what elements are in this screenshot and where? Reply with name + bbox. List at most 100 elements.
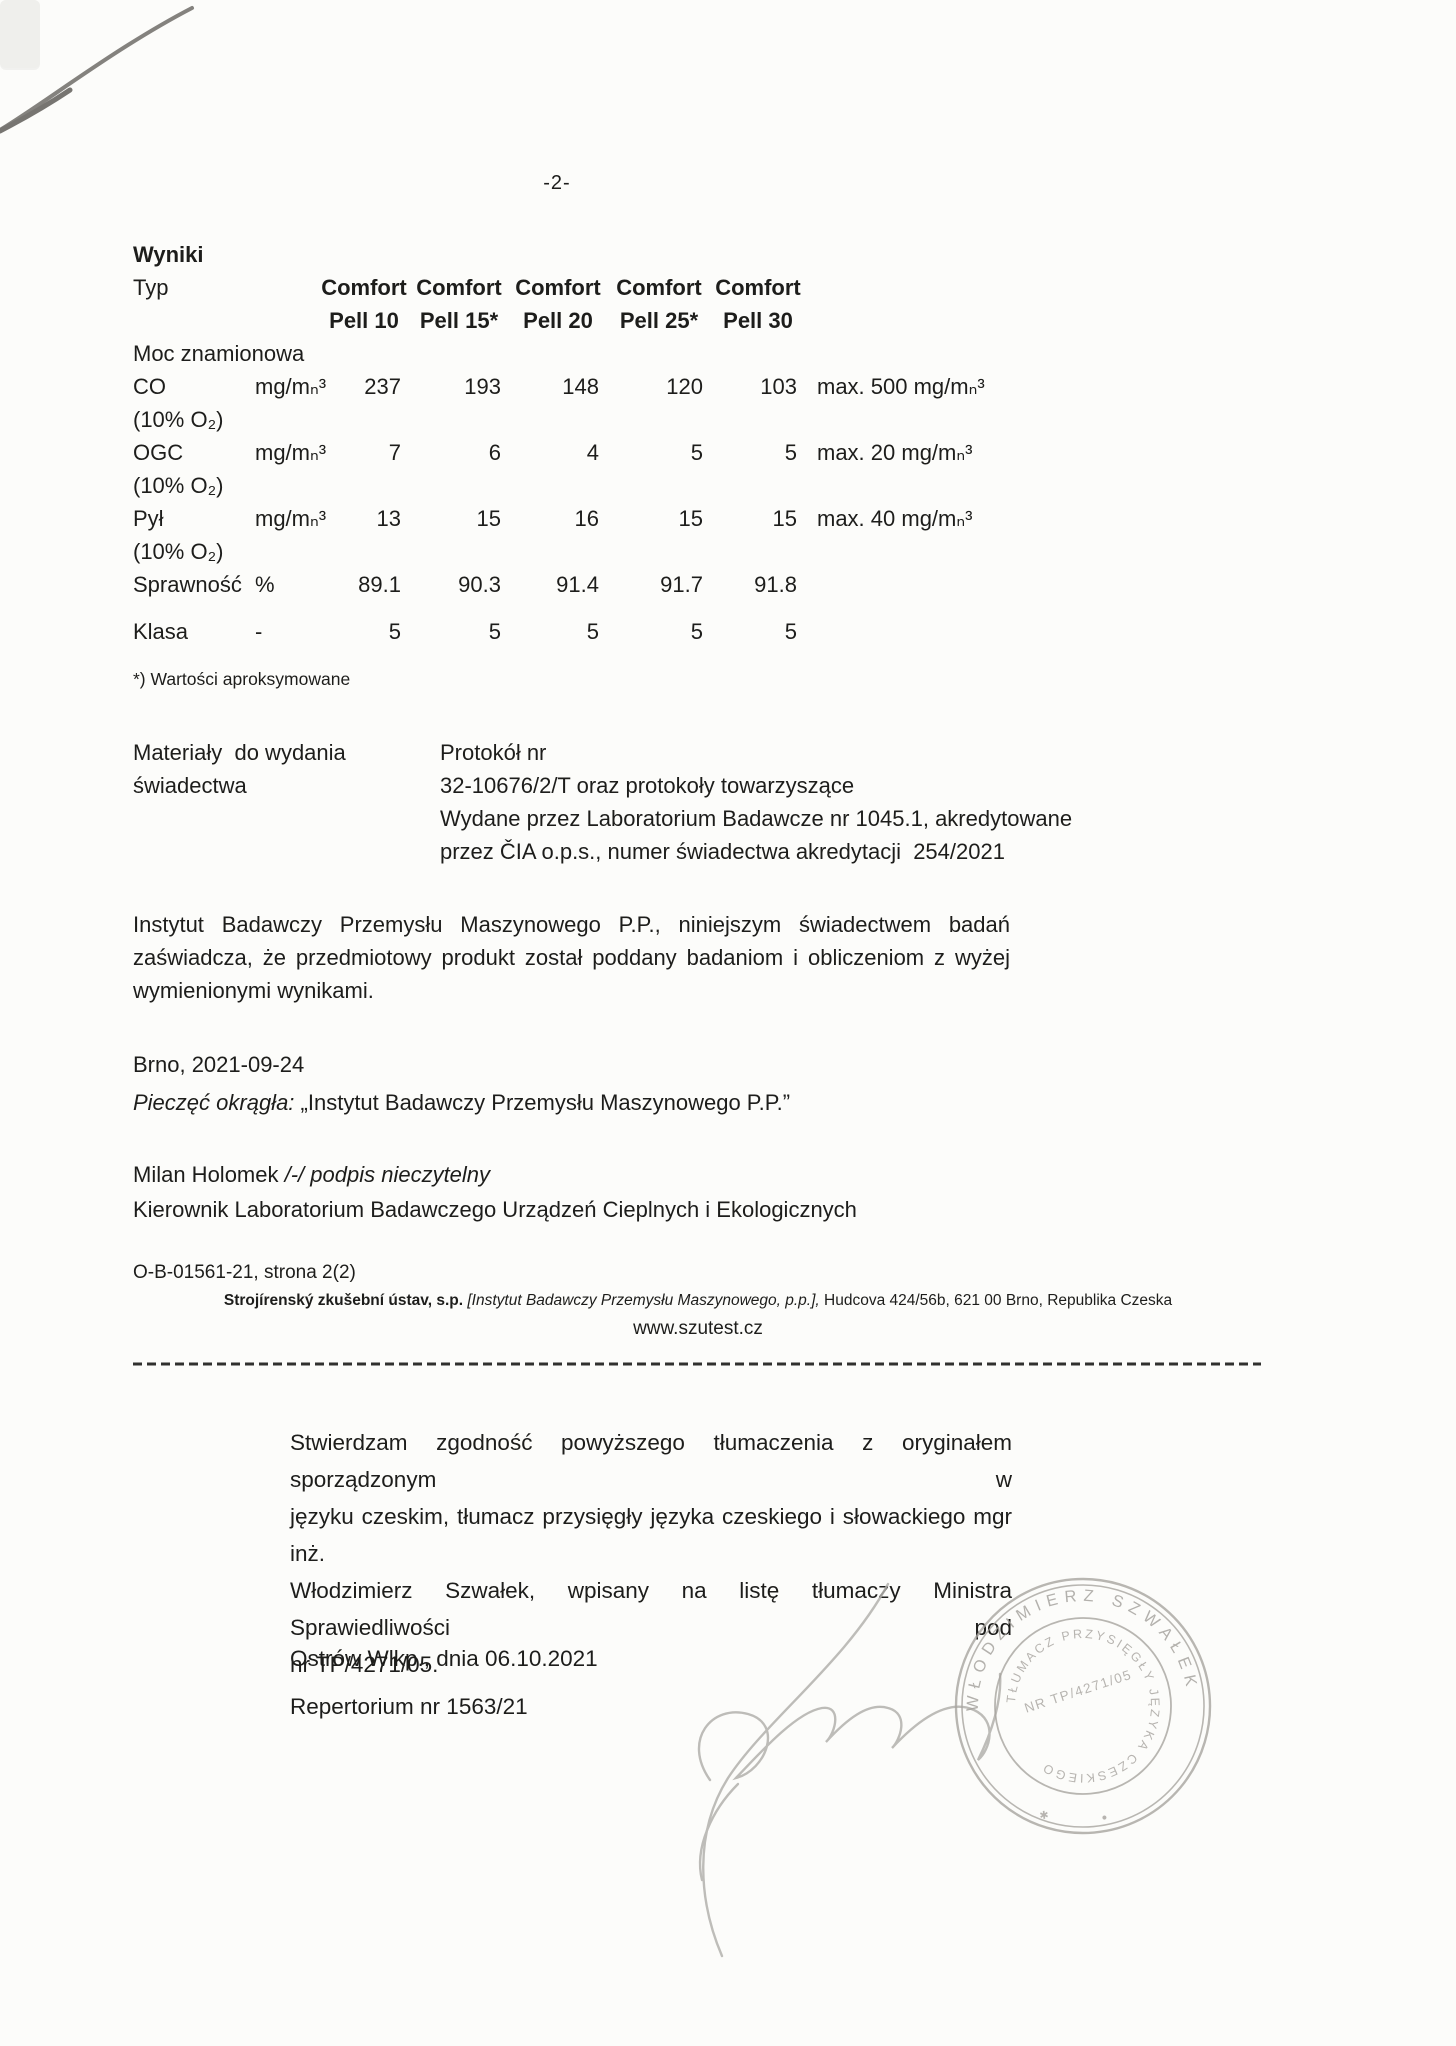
row-unit: mg/mₙ³: [255, 440, 327, 465]
clause-line: języku czeskim, tłumacz przysięgły język…: [290, 1504, 1012, 1566]
table-row-sprawnosc: Sprawność % 89.1 90.3 91.4 91.7 91.8: [133, 568, 1083, 601]
cell-value: 15: [678, 506, 703, 531]
cell-value: 91.4: [556, 572, 599, 597]
cell-value: 6: [488, 440, 501, 465]
table-section-row: Moc znamionowa: [133, 337, 1083, 370]
table-row-co: CO mg/mₙ³ 237 193 148 120 103 max. 500 m…: [133, 370, 1083, 403]
clause-line: Włodzimierz Szwałek, wpisany na listę tł…: [290, 1578, 1012, 1640]
seal-note-label: Pieczęć okrągła:: [133, 1090, 295, 1115]
table-row-ogc: OGC mg/mₙ³ 7 6 4 5 5 max. 20 mg/mₙ³: [133, 436, 1083, 469]
row-sublabel: (10% O₂): [133, 473, 224, 498]
signer-name: Milan Holomek: [133, 1162, 285, 1187]
stamp-ornament-dot: •: [1101, 1809, 1108, 1826]
cell-value: 120: [666, 374, 703, 399]
table-subrow: (10% O₂): [133, 535, 1083, 568]
results-table: Typ Comfort Pell 10 Comfort Pell 15* Com…: [133, 271, 1083, 690]
seal-note: Pieczęć okrągła: „Instytut Badawczy Prze…: [133, 1086, 790, 1119]
signer-signature-note: /-/ podpis nieczytelny: [284, 1162, 491, 1187]
results-heading: Wyniki: [133, 242, 204, 267]
signer-line: Milan Holomek /-/ podpis nieczytelny: [133, 1158, 490, 1191]
issuer-company: Strojírenský zkušební ústav, s.p.: [223, 1292, 468, 1309]
col-header-pell20: Comfort Pell 20: [515, 275, 601, 333]
row-label: OGC: [133, 440, 184, 465]
translator-stamp: WŁODZIMIERZ SZWAŁEK TŁUMACZ PRZYSIĘGŁY J…: [954, 1577, 1212, 1835]
cell-value: 89.1: [358, 572, 401, 597]
scan-smudge: [0, 0, 40, 68]
stamp-center-number-text: NR TP/4271/05: [1022, 1667, 1133, 1716]
row-sublabel: (10% O₂): [133, 407, 224, 432]
signature-scribble: [697, 1582, 1002, 1958]
statement-line: zaświadcza, że przedmiotowy produkt zost…: [133, 945, 1010, 970]
materials-line: 32-10676/2/T oraz protokoły towarzyszące: [440, 773, 855, 798]
table-subrow: (10% O₂): [133, 403, 1083, 436]
row-label: Klasa: [133, 619, 189, 644]
row-label: CO: [133, 374, 166, 399]
col-header-pell25: Comfort Pell 25*: [616, 275, 702, 333]
translator-clause: Stwierdzam zgodność powyższego tłumaczen…: [290, 1424, 1012, 1725]
materials-line: Wydane przez Laboratorium Badawcze nr 10…: [440, 806, 1073, 831]
materials-line: Protokół nr: [440, 740, 547, 765]
table-row-pyl: Pył mg/mₙ³ 13 15 16 15 15 max. 40 mg/mₙ³: [133, 502, 1083, 535]
row-limit: max. 20 mg/mₙ³: [817, 440, 973, 465]
table-footnote: *) Wartości aproksymowane: [133, 669, 351, 689]
section-label: Moc znamionowa: [133, 341, 305, 366]
document-reference: O-B-01561-21, strona 2(2): [133, 1262, 356, 1283]
scan-corner-line: [0, 6, 194, 134]
cell-value: 5: [488, 619, 501, 644]
cell-value: 237: [364, 374, 401, 399]
row-label: Sprawność: [133, 572, 242, 597]
row-limit: [805, 615, 1073, 648]
issuer-company-translation: [Instytut Badawczy Przemysłu Maszynowego…: [467, 1292, 820, 1309]
clause-place-date: Ostrów Wlkp., dnia 06.10.2021: [290, 1646, 598, 1671]
statement-line: wymienionymi wynikami.: [133, 978, 374, 1003]
cell-value: 5: [690, 440, 703, 465]
cell-value: 5: [690, 619, 703, 644]
row-limit: [805, 568, 1073, 601]
stamp-inner-ring: [994, 1617, 1172, 1795]
stamp-outer-ring: [954, 1577, 1212, 1835]
cell-value: 91.7: [660, 572, 703, 597]
col-header-pell10: Comfort Pell 10: [321, 275, 407, 333]
clause-line: Stwierdzam zgodność powyższego tłumaczen…: [290, 1430, 1012, 1492]
materials-lines: Protokół nr 32-10676/2/T oraz protokoły …: [440, 736, 1072, 868]
issuer-address-line: Strojírenský zkušební ústav, s.p. [Insty…: [133, 1291, 1263, 1311]
row-unit: %: [255, 572, 275, 597]
col-header-pell30: Comfort Pell 30: [715, 275, 801, 333]
cell-value: 90.3: [458, 572, 501, 597]
table-header-row: Typ Comfort Pell 10 Comfort Pell 15* Com…: [133, 271, 1083, 337]
cell-value: 15: [476, 506, 501, 531]
row-unit: mg/mₙ³: [255, 374, 327, 399]
cell-value: 5: [784, 440, 797, 465]
cell-value: 5: [586, 619, 599, 644]
table-row-klasa: Klasa - 5 5 5 5 5: [133, 615, 1083, 648]
cell-value: 91.8: [754, 572, 797, 597]
statement-line: Instytut Badawczy Przemysłu Maszynowego …: [133, 912, 1010, 937]
materials-line: przez ČIA o.p.s., numer świadectwa akred…: [440, 839, 1005, 864]
issue-place-date: Brno, 2021-09-24: [133, 1052, 305, 1077]
cell-value: 13: [376, 506, 401, 531]
row-label-header: Typ: [133, 275, 169, 300]
page-number: -2-: [543, 172, 571, 194]
cell-value: 16: [574, 506, 599, 531]
row-sublabel: (10% O₂): [133, 539, 224, 564]
row-limit: max. 40 mg/mₙ³: [817, 506, 973, 531]
issuer-address: Hudcova 424/56b, 621 00 Brno, Republika …: [819, 1292, 1173, 1309]
seal-note-value: „Instytut Badawczy Przemysłu Maszynowego…: [294, 1090, 791, 1115]
stamp-outer-ring-inner: [961, 1584, 1205, 1828]
row-limit: max. 500 mg/mₙ³: [817, 374, 985, 399]
materials-section: Materiały do wydania świadectwa Protokół…: [133, 736, 1133, 868]
results-section: Wyniki Typ Comfort Pell 10 Comfort Pell …: [133, 238, 1083, 690]
clause-line: nr TP/4271/05.: [290, 1652, 439, 1677]
table-subrow: (10% O₂): [133, 469, 1083, 502]
repertorium-number: Repertorium nr 1563/21: [290, 1694, 528, 1719]
cell-value: 148: [562, 374, 599, 399]
cell-value: 7: [388, 440, 401, 465]
cell-value: 103: [760, 374, 797, 399]
row-label: Pył: [133, 506, 164, 531]
cell-value: 5: [784, 619, 797, 644]
cell-value: 5: [388, 619, 401, 644]
stamp-ornament-star: ✱: [1039, 1809, 1049, 1822]
certification-statement: Instytut Badawczy Przemysłu Maszynowego …: [133, 908, 1010, 1007]
cell-value: 193: [464, 374, 501, 399]
